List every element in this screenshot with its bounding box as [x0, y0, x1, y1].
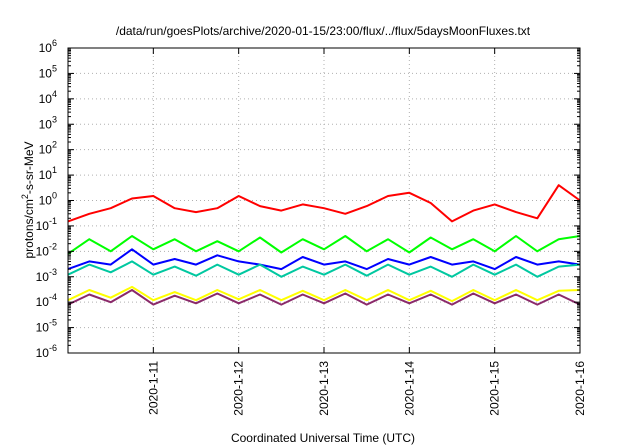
series-line-1 [67, 184, 581, 223]
x-axis-label: Coordinated Universal Time (UTC) [231, 431, 415, 445]
y-tick-label: 101 [39, 165, 57, 182]
x-tick-label: 2020-1-12 [232, 361, 246, 416]
x-tick-label: 2020-1-13 [317, 361, 331, 416]
y-tick-label: 10-6 [36, 343, 57, 360]
y-axis-label: protons/cm2-s-sr-MeV [20, 141, 36, 258]
y-tick-label: 10-4 [36, 292, 57, 309]
series-group [67, 184, 581, 306]
y-tick-label: 102 [39, 140, 57, 157]
x-tick-label: 2020-1-14 [402, 361, 416, 416]
y-axis-ticks: 10-6 10-5 10-4 10-3 10-2 10-1 100 101 102 103 104 1… [36, 38, 580, 360]
y-tick-label: 10-3 [36, 267, 57, 284]
x-axis-ticks: 2020-1-11 2020-1-12 2020-1-13 2020-1-14 2020… [146, 48, 587, 416]
series-line-2 [67, 235, 581, 255]
series-line-3 [67, 248, 581, 271]
y-tick-label: 10-2 [36, 241, 57, 258]
y-tick-label: 104 [39, 89, 57, 106]
x-tick-label: 2020-1-16 [573, 361, 587, 416]
x-tick-label: 2020-1-15 [488, 361, 502, 416]
y-tick-label: 103 [39, 114, 57, 131]
series-line-4 [67, 260, 581, 278]
series-line-5 [67, 285, 581, 303]
chart-title: /data/run/goesPlots/archive/2020-01-15/2… [116, 24, 531, 38]
y-tick-label: 10-1 [36, 216, 57, 233]
y-tick-label: 10-5 [36, 318, 57, 335]
y-tick-label: 100 [39, 191, 57, 208]
series-line-6 [67, 289, 581, 306]
y-tick-label: 106 [39, 38, 57, 55]
grid-lines [68, 48, 580, 353]
y-tick-label: 105 [39, 63, 57, 80]
x-tick-label: 2020-1-11 [146, 361, 160, 415]
